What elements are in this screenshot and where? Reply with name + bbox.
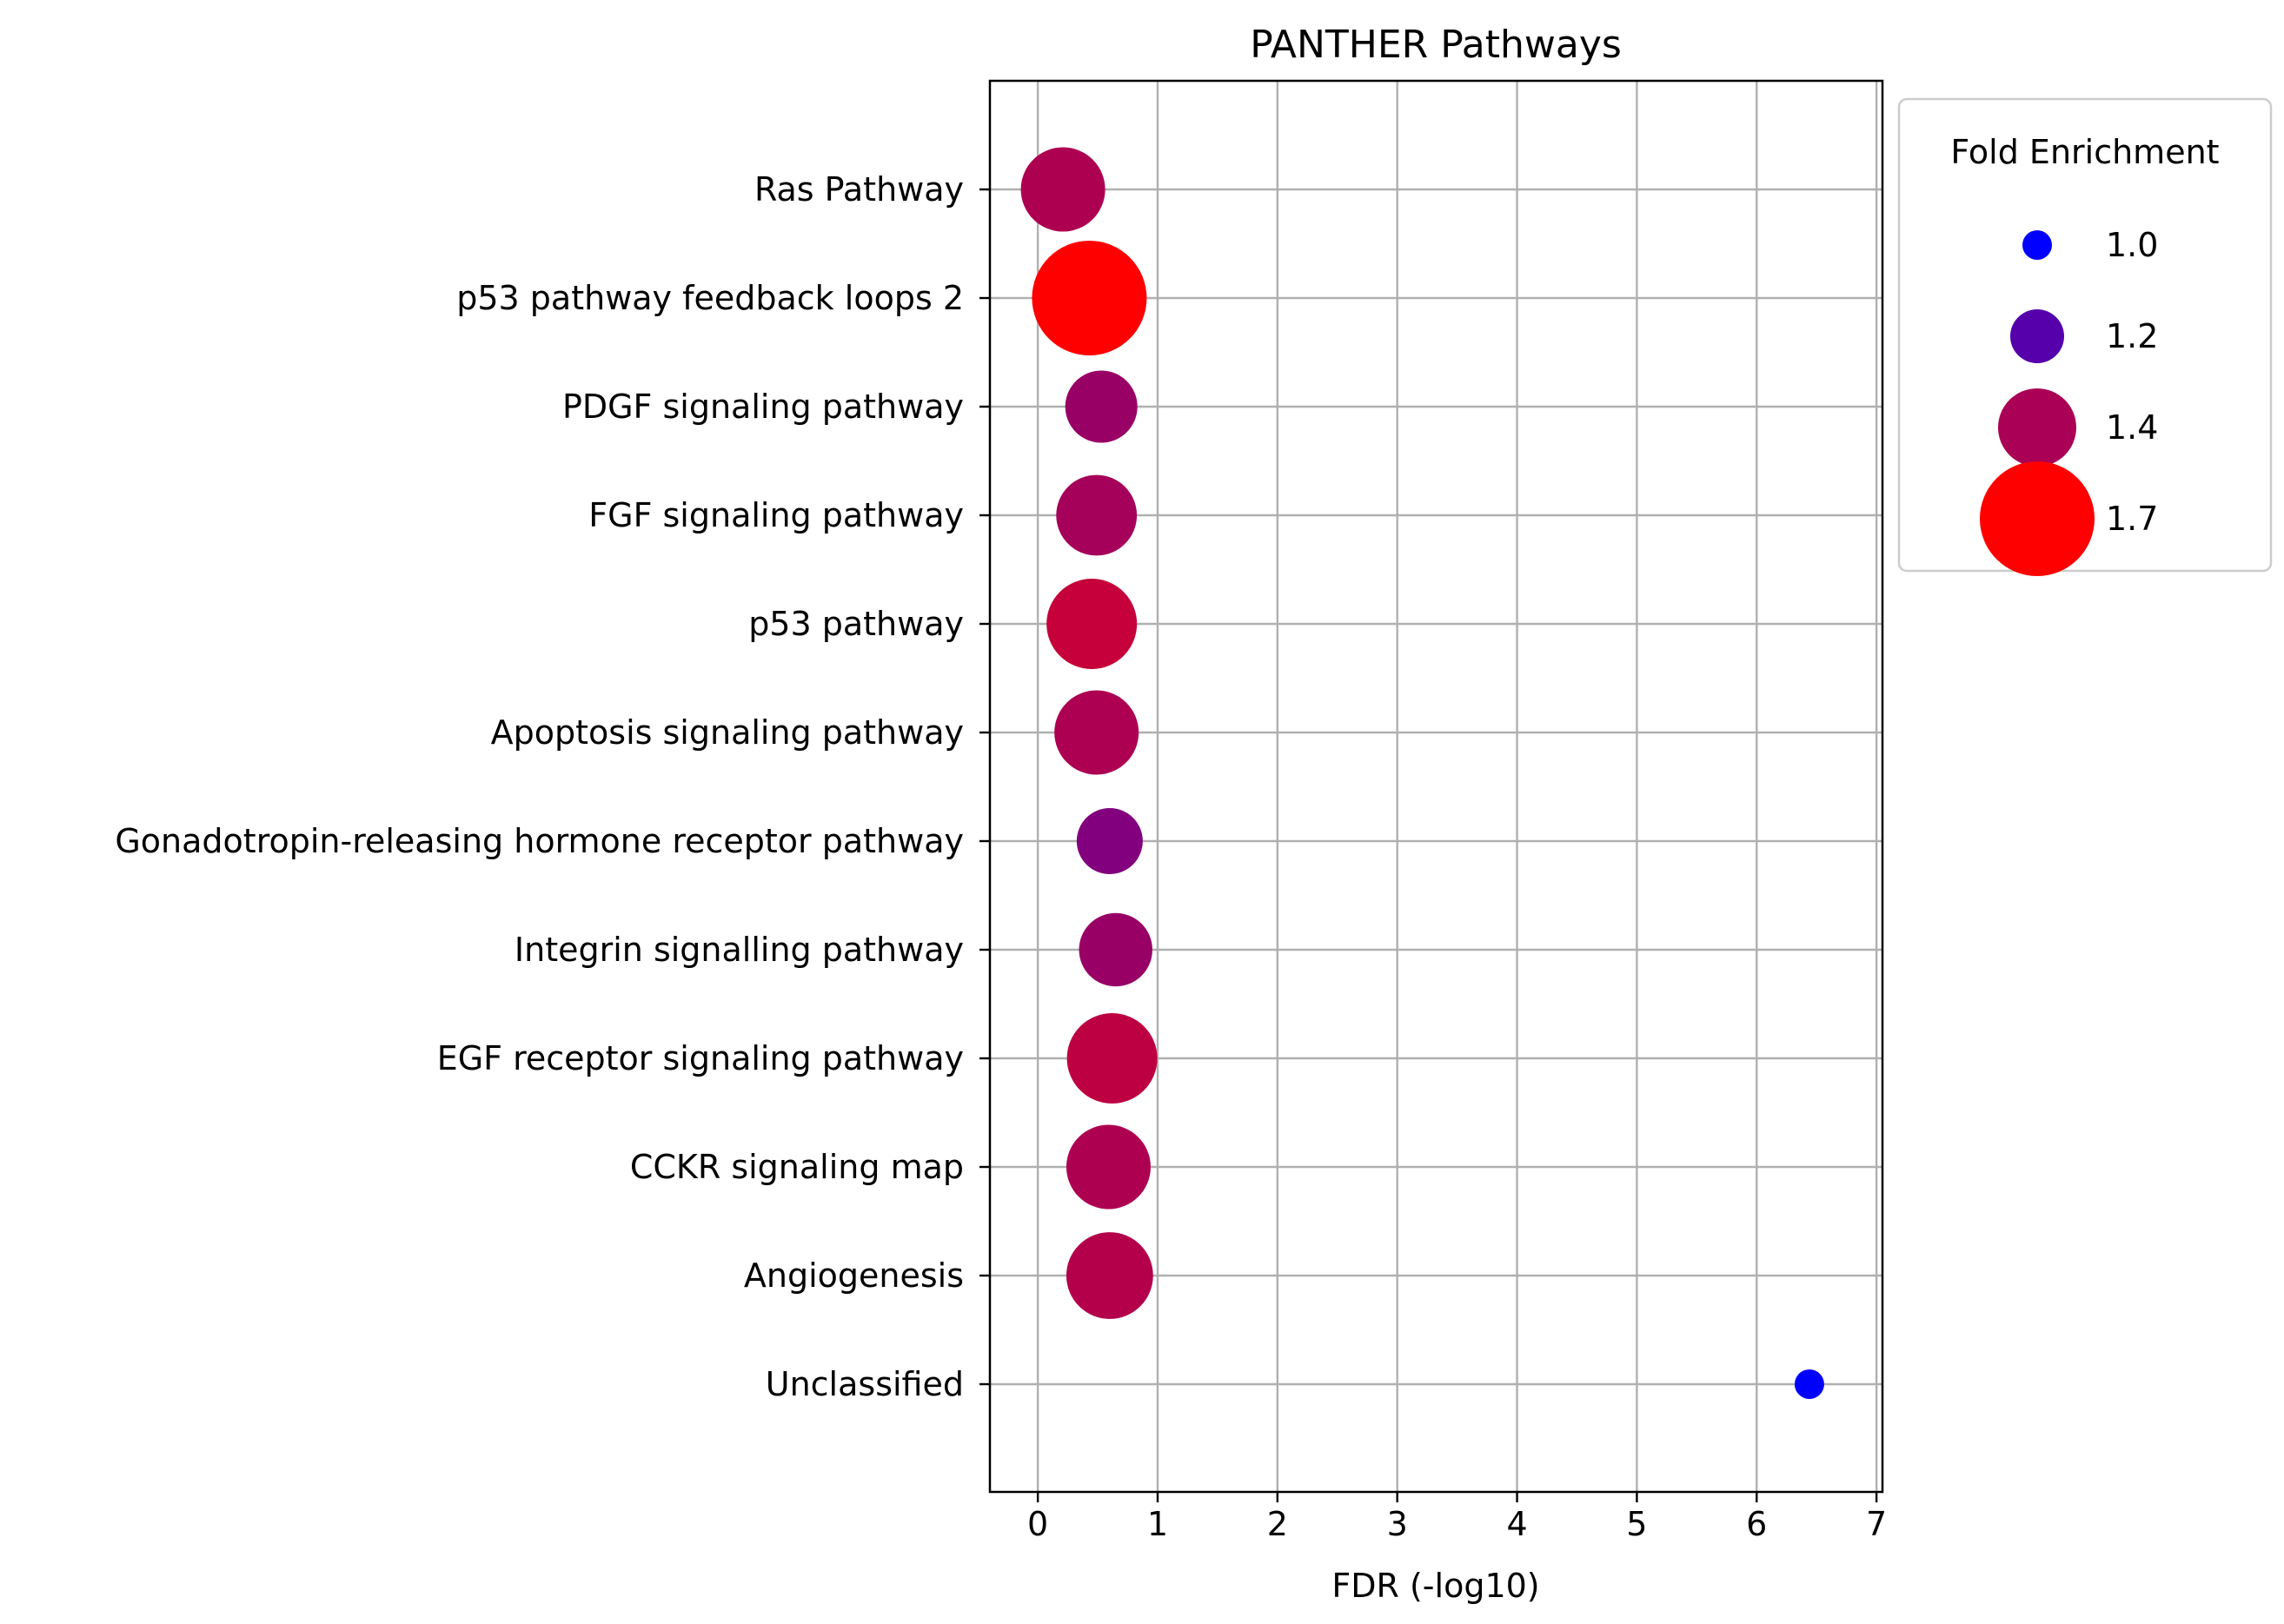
category-label: Unclassified [766, 1365, 964, 1403]
x-tick-label: 0 [1027, 1505, 1048, 1543]
data-point [1066, 1013, 1158, 1104]
x-axis-label: FDR (-log10) [1331, 1567, 1539, 1605]
category-label: Apoptosis signaling pathway [491, 713, 964, 752]
data-point [1046, 579, 1138, 669]
data-point [1020, 147, 1105, 232]
data-point [1066, 1232, 1153, 1319]
legend-marker [1980, 461, 2095, 576]
grid [990, 81, 1882, 1492]
plot-frame [988, 79, 1884, 1494]
legend-marker [1998, 388, 2076, 467]
category-label: FGF signaling pathway [588, 496, 964, 534]
axis-ticks: 0 1 2 3 4 5 6 7 Ras Pathway p53 pathway feedback … [115, 170, 1887, 1543]
category-label: p53 pathway [748, 605, 964, 643]
category-label: EGF receptor signaling pathway [437, 1039, 964, 1077]
chart-title: PANTHER Pathways [1250, 23, 1622, 67]
data-point [1032, 241, 1147, 355]
data-point [1065, 370, 1138, 443]
category-label: Integrin signalling pathway [515, 931, 964, 969]
x-tick-label: 3 [1387, 1505, 1408, 1543]
data-point [1066, 1124, 1151, 1210]
legend-label: 1.2 [2106, 317, 2158, 355]
category-label: CCKR signaling map [630, 1148, 964, 1186]
data-point [1079, 912, 1152, 987]
category-label: Angiogenesis [744, 1256, 964, 1295]
legend-entries: 1.0 1.2 1.4 1.7 [1980, 226, 2158, 576]
legend-marker [2022, 230, 2052, 260]
legend-box [1897, 97, 2273, 573]
x-tick-label: 6 [1746, 1505, 1767, 1543]
data-point [1056, 474, 1138, 556]
legend-label: 1.0 [2106, 226, 2158, 264]
legend-title: Fold Enrichment [1950, 133, 2219, 171]
x-tick-label: 2 [1267, 1505, 1288, 1543]
category-label: Ras Pathway [754, 170, 964, 209]
legend: Fold Enrichment 1.0 1.2 1.4 1.7 [1897, 97, 2273, 576]
scatter-markers [1020, 147, 1824, 1399]
data-point [1794, 1369, 1824, 1399]
x-tick-label: 4 [1506, 1505, 1527, 1543]
legend-label: 1.7 [2106, 500, 2158, 538]
data-point [1076, 808, 1143, 874]
x-tick-label: 1 [1147, 1505, 1168, 1543]
data-point [1054, 690, 1139, 775]
x-tick-label: 5 [1626, 1505, 1647, 1543]
category-label: Gonadotropin-releasing hormone receptor … [115, 822, 964, 860]
category-label: PDGF signaling pathway [562, 388, 964, 426]
legend-label: 1.4 [2106, 408, 2158, 447]
category-label: p53 pathway feedback loops 2 [456, 279, 964, 317]
legend-marker [2010, 309, 2064, 363]
x-tick-label: 7 [1866, 1505, 1887, 1543]
